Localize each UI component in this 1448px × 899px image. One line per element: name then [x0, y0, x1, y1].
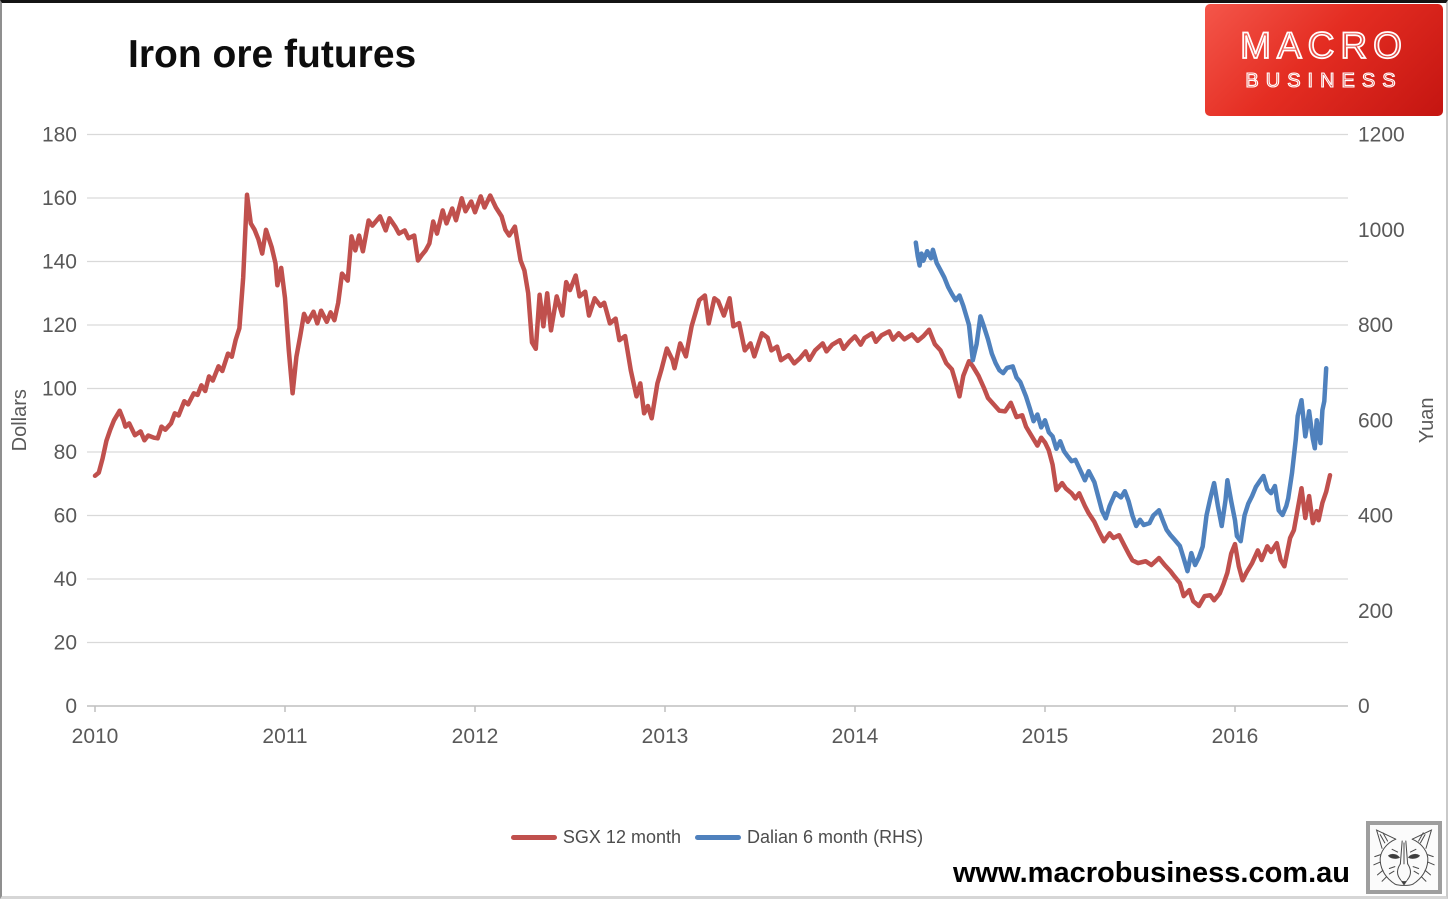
chart-title: Iron ore futures: [128, 33, 417, 76]
right-axis-tick-label: 1000: [1358, 219, 1405, 242]
x-axis-tick-label: 2015: [1022, 725, 1069, 748]
right-axis-tick-label: 0: [1358, 695, 1370, 718]
macrobusiness-logo: MACRO BUSINESS: [1205, 4, 1443, 116]
legend-item-sgx: SGX 12 month: [510, 827, 681, 848]
left-axis-tick-label: 140: [42, 251, 77, 274]
x-axis-tick-label: 2013: [642, 725, 689, 748]
logo-text-macro: MACRO: [1239, 25, 1408, 67]
x-axis-tick-label: 2016: [1212, 725, 1259, 748]
series-line-dalian-6-month-rhs-: [913, 240, 1329, 574]
left-axis-tick-label: 0: [65, 695, 77, 718]
left-axis-tick-label: 180: [42, 124, 77, 147]
site-url: www.macrobusiness.com.au: [953, 857, 1350, 889]
right-axis-tick-label: 400: [1358, 505, 1393, 528]
left-axis-title: Dollars: [9, 389, 31, 451]
left-axis-tick-label: 120: [42, 314, 77, 337]
legend-swatch-sgx: [510, 835, 557, 840]
right-axis-tick-label: 600: [1358, 409, 1393, 432]
legend-label-sgx: SGX 12 month: [562, 827, 681, 847]
x-axis-tick-label: 2010: [72, 725, 119, 748]
logo-text-business: BUSINESS: [1245, 69, 1403, 92]
chart-legend: SGX 12 month Dalian 6 month (RHS): [2, 827, 1432, 848]
left-axis-tick-label: 40: [54, 568, 77, 591]
wolf-logo: [1366, 821, 1442, 894]
left-axis-tick-label: 20: [54, 632, 77, 655]
left-axis-tick-label: 100: [42, 378, 77, 401]
left-axis-tick-label: 160: [42, 187, 77, 210]
legend-item-dalian: Dalian 6 month (RHS): [695, 827, 923, 848]
right-axis-tick-label: 800: [1358, 314, 1393, 337]
legend-label-dalian: Dalian 6 month (RHS): [747, 827, 924, 847]
x-axis-tick-label: 2011: [262, 725, 307, 748]
x-axis-tick-label: 2014: [832, 725, 879, 748]
right-axis-tick-label: 200: [1358, 600, 1393, 623]
wolf-sketch-image: [1373, 829, 1435, 886]
series-line-sgx-12-month: [92, 192, 1333, 609]
right-axis-title: Yuan: [1416, 397, 1438, 443]
left-axis-tick-label: 80: [54, 441, 77, 464]
x-axis-tick-label: 2012: [452, 725, 499, 748]
right-axis-tick-label: 1200: [1358, 124, 1405, 147]
legend-swatch-dalian: [695, 835, 741, 840]
chart-plot-area: 2010 2011 2012 2013 2014 2015 2016 0 20 40 60 80 100…: [9, 124, 1438, 749]
left-axis-tick-label: 60: [54, 505, 77, 528]
